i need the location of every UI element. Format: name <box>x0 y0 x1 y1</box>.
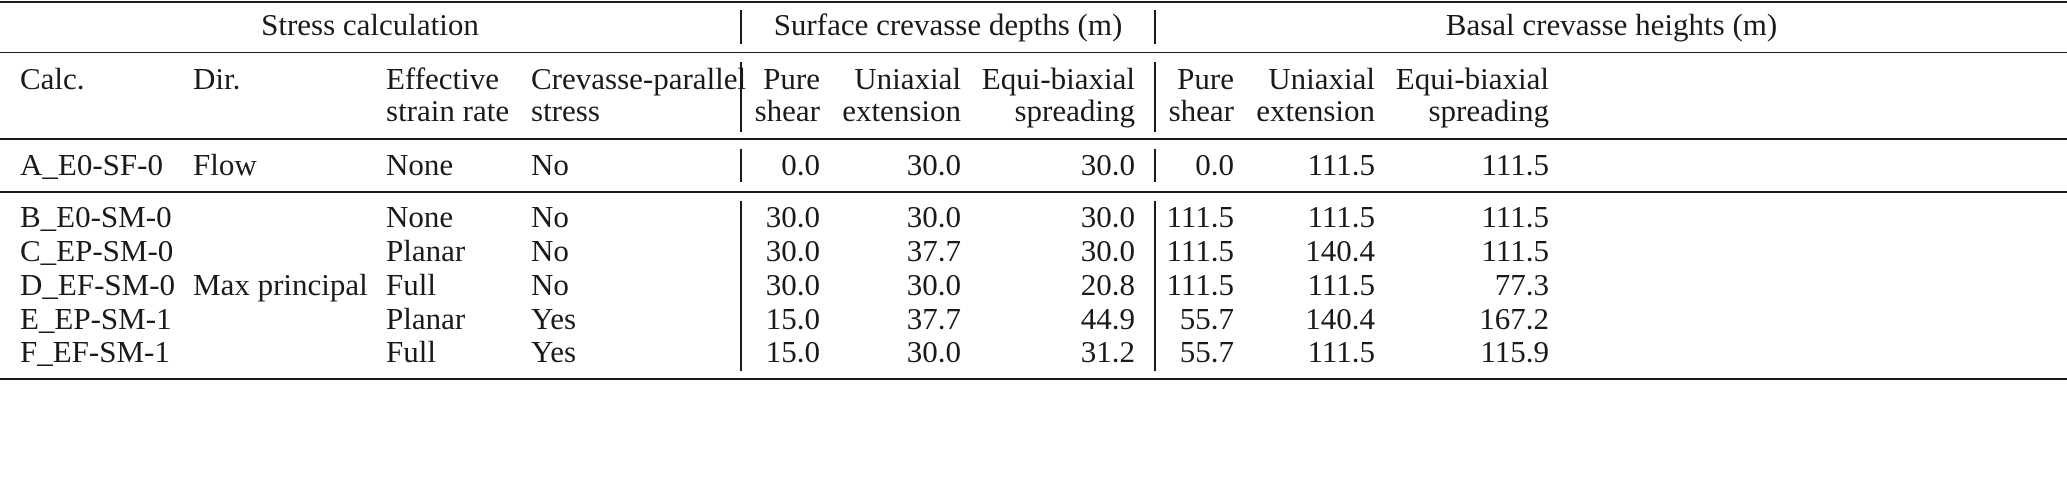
row-f-esr: Full <box>386 334 436 369</box>
row-e-surface-uni: 37.7 <box>906 301 961 336</box>
row-d-basal-pure: 111.5 <box>1166 267 1234 302</box>
group-header-rule <box>0 52 2067 53</box>
row-c-esr: Planar <box>386 233 466 268</box>
row-e-calc: E_EP-SM-1 <box>20 301 172 336</box>
top-rule <box>0 1 2067 3</box>
row-a-surface-uni: 30.0 <box>906 147 961 182</box>
row-c-surface-equi: 30.0 <box>1080 233 1135 268</box>
group-header-basal: Basal crevasse heights (m) <box>1445 7 1778 42</box>
row-a-cps: No <box>531 147 569 182</box>
group-header-surface: Surface crevasse depths (m) <box>773 7 1123 42</box>
row-e-basal-equi: 167.2 <box>1479 301 1549 336</box>
col-header-basal-equi-line2: spreading <box>1428 93 1549 128</box>
row-c-basal-uni: 140.4 <box>1305 233 1375 268</box>
row-d-basal-equi: 77.3 <box>1494 267 1549 302</box>
row-b-calc: B_E0-SM-0 <box>20 199 172 234</box>
row-f-basal-uni: 111.5 <box>1307 334 1375 369</box>
group-separator-2 <box>1154 10 1156 44</box>
row-b-surface-equi: 30.0 <box>1080 199 1135 234</box>
row-f-calc: F_EF-SM-1 <box>20 334 170 369</box>
col-header-dir: Dir. <box>193 61 241 96</box>
row-b-surface-pure: 30.0 <box>765 199 820 234</box>
row-b-basal-uni: 111.5 <box>1307 199 1375 234</box>
row-a-separator-1 <box>740 149 742 182</box>
row-c-calc: C_EP-SM-0 <box>20 233 174 268</box>
col-header-basal-uni-line2: extension <box>1256 93 1375 128</box>
col-header-basal-equi-line1: Equi-biaxial <box>1395 61 1549 96</box>
col-header-surface-uni-line1: Uniaxial <box>854 61 961 96</box>
col-header-basal-uni-line1: Uniaxial <box>1268 61 1375 96</box>
col-header-basal-pure-line2: shear <box>1168 93 1234 128</box>
row-e-basal-uni: 140.4 <box>1305 301 1375 336</box>
row-c-basal-equi: 111.5 <box>1481 233 1549 268</box>
row-d-calc: D_EF-SM-0 <box>20 267 176 302</box>
body-separator-2 <box>1154 201 1156 371</box>
group-header-stress: Stress calculation <box>261 7 479 42</box>
row-d-cps: No <box>531 267 569 302</box>
row-c-cps: No <box>531 233 569 268</box>
row-d-dir: Max principal <box>193 267 368 302</box>
row-c-basal-pure: 111.5 <box>1166 233 1234 268</box>
row-b-esr: None <box>386 199 454 234</box>
bottom-rule <box>0 378 2067 380</box>
row-a-surface-equi: 30.0 <box>1080 147 1135 182</box>
row-c-surface-uni: 37.7 <box>906 233 961 268</box>
col-header-esr-line2: strain rate <box>386 93 510 128</box>
row-a-basal-equi: 111.5 <box>1481 147 1549 182</box>
row-a-esr: None <box>386 147 454 182</box>
row-d-surface-pure: 30.0 <box>765 267 820 302</box>
row-e-cps: Yes <box>531 301 577 336</box>
col-header-surface-equi-line1: Equi-biaxial <box>981 61 1135 96</box>
row-d-surface-uni: 30.0 <box>906 267 961 302</box>
row-f-surface-uni: 30.0 <box>906 334 961 369</box>
row-e-esr: Planar <box>386 301 466 336</box>
row-a-calc: A_E0-SF-0 <box>20 147 163 182</box>
col-header-surface-equi-line2: spreading <box>1014 93 1135 128</box>
body-separator-1 <box>740 201 742 371</box>
row-f-surface-equi: 31.2 <box>1080 334 1135 369</box>
row-c-surface-pure: 30.0 <box>765 233 820 268</box>
row-d-esr: Full <box>386 267 436 302</box>
row-b-basal-pure: 111.5 <box>1166 199 1234 234</box>
row-a-basal-pure: 0.0 <box>1195 147 1234 182</box>
row-b-surface-uni: 30.0 <box>906 199 961 234</box>
column-separator-2 <box>1154 62 1156 132</box>
row-f-basal-equi: 115.9 <box>1480 334 1549 369</box>
row-f-surface-pure: 15.0 <box>765 334 820 369</box>
col-header-basal-pure-line1: Pure <box>1177 61 1234 96</box>
row-a-rule <box>0 191 2067 193</box>
col-header-cps-line1: Crevasse-parallel <box>531 61 747 96</box>
col-header-surface-pure-line1: Pure <box>763 61 820 96</box>
row-a-surface-pure: 0.0 <box>781 147 820 182</box>
column-separator-1 <box>740 62 742 132</box>
column-header-rule <box>0 138 2067 140</box>
col-header-surface-uni-line2: extension <box>842 93 961 128</box>
row-d-surface-equi: 20.8 <box>1080 267 1135 302</box>
row-f-cps: Yes <box>531 334 577 369</box>
row-e-basal-pure: 55.7 <box>1179 301 1234 336</box>
row-b-cps: No <box>531 199 569 234</box>
row-a-separator-2 <box>1154 149 1156 182</box>
col-header-esr-line1: Effective <box>386 61 500 96</box>
row-d-basal-uni: 111.5 <box>1307 267 1375 302</box>
group-separator-1 <box>740 10 742 44</box>
row-e-surface-pure: 15.0 <box>765 301 820 336</box>
col-header-cps-line2: stress <box>531 93 600 128</box>
row-a-dir: Flow <box>193 147 257 182</box>
row-b-basal-equi: 111.5 <box>1481 199 1549 234</box>
row-f-basal-pure: 55.7 <box>1179 334 1234 369</box>
row-a-basal-uni: 111.5 <box>1307 147 1375 182</box>
col-header-surface-pure-line2: shear <box>754 93 820 128</box>
row-e-surface-equi: 44.9 <box>1080 301 1135 336</box>
col-header-calc: Calc. <box>20 61 85 96</box>
